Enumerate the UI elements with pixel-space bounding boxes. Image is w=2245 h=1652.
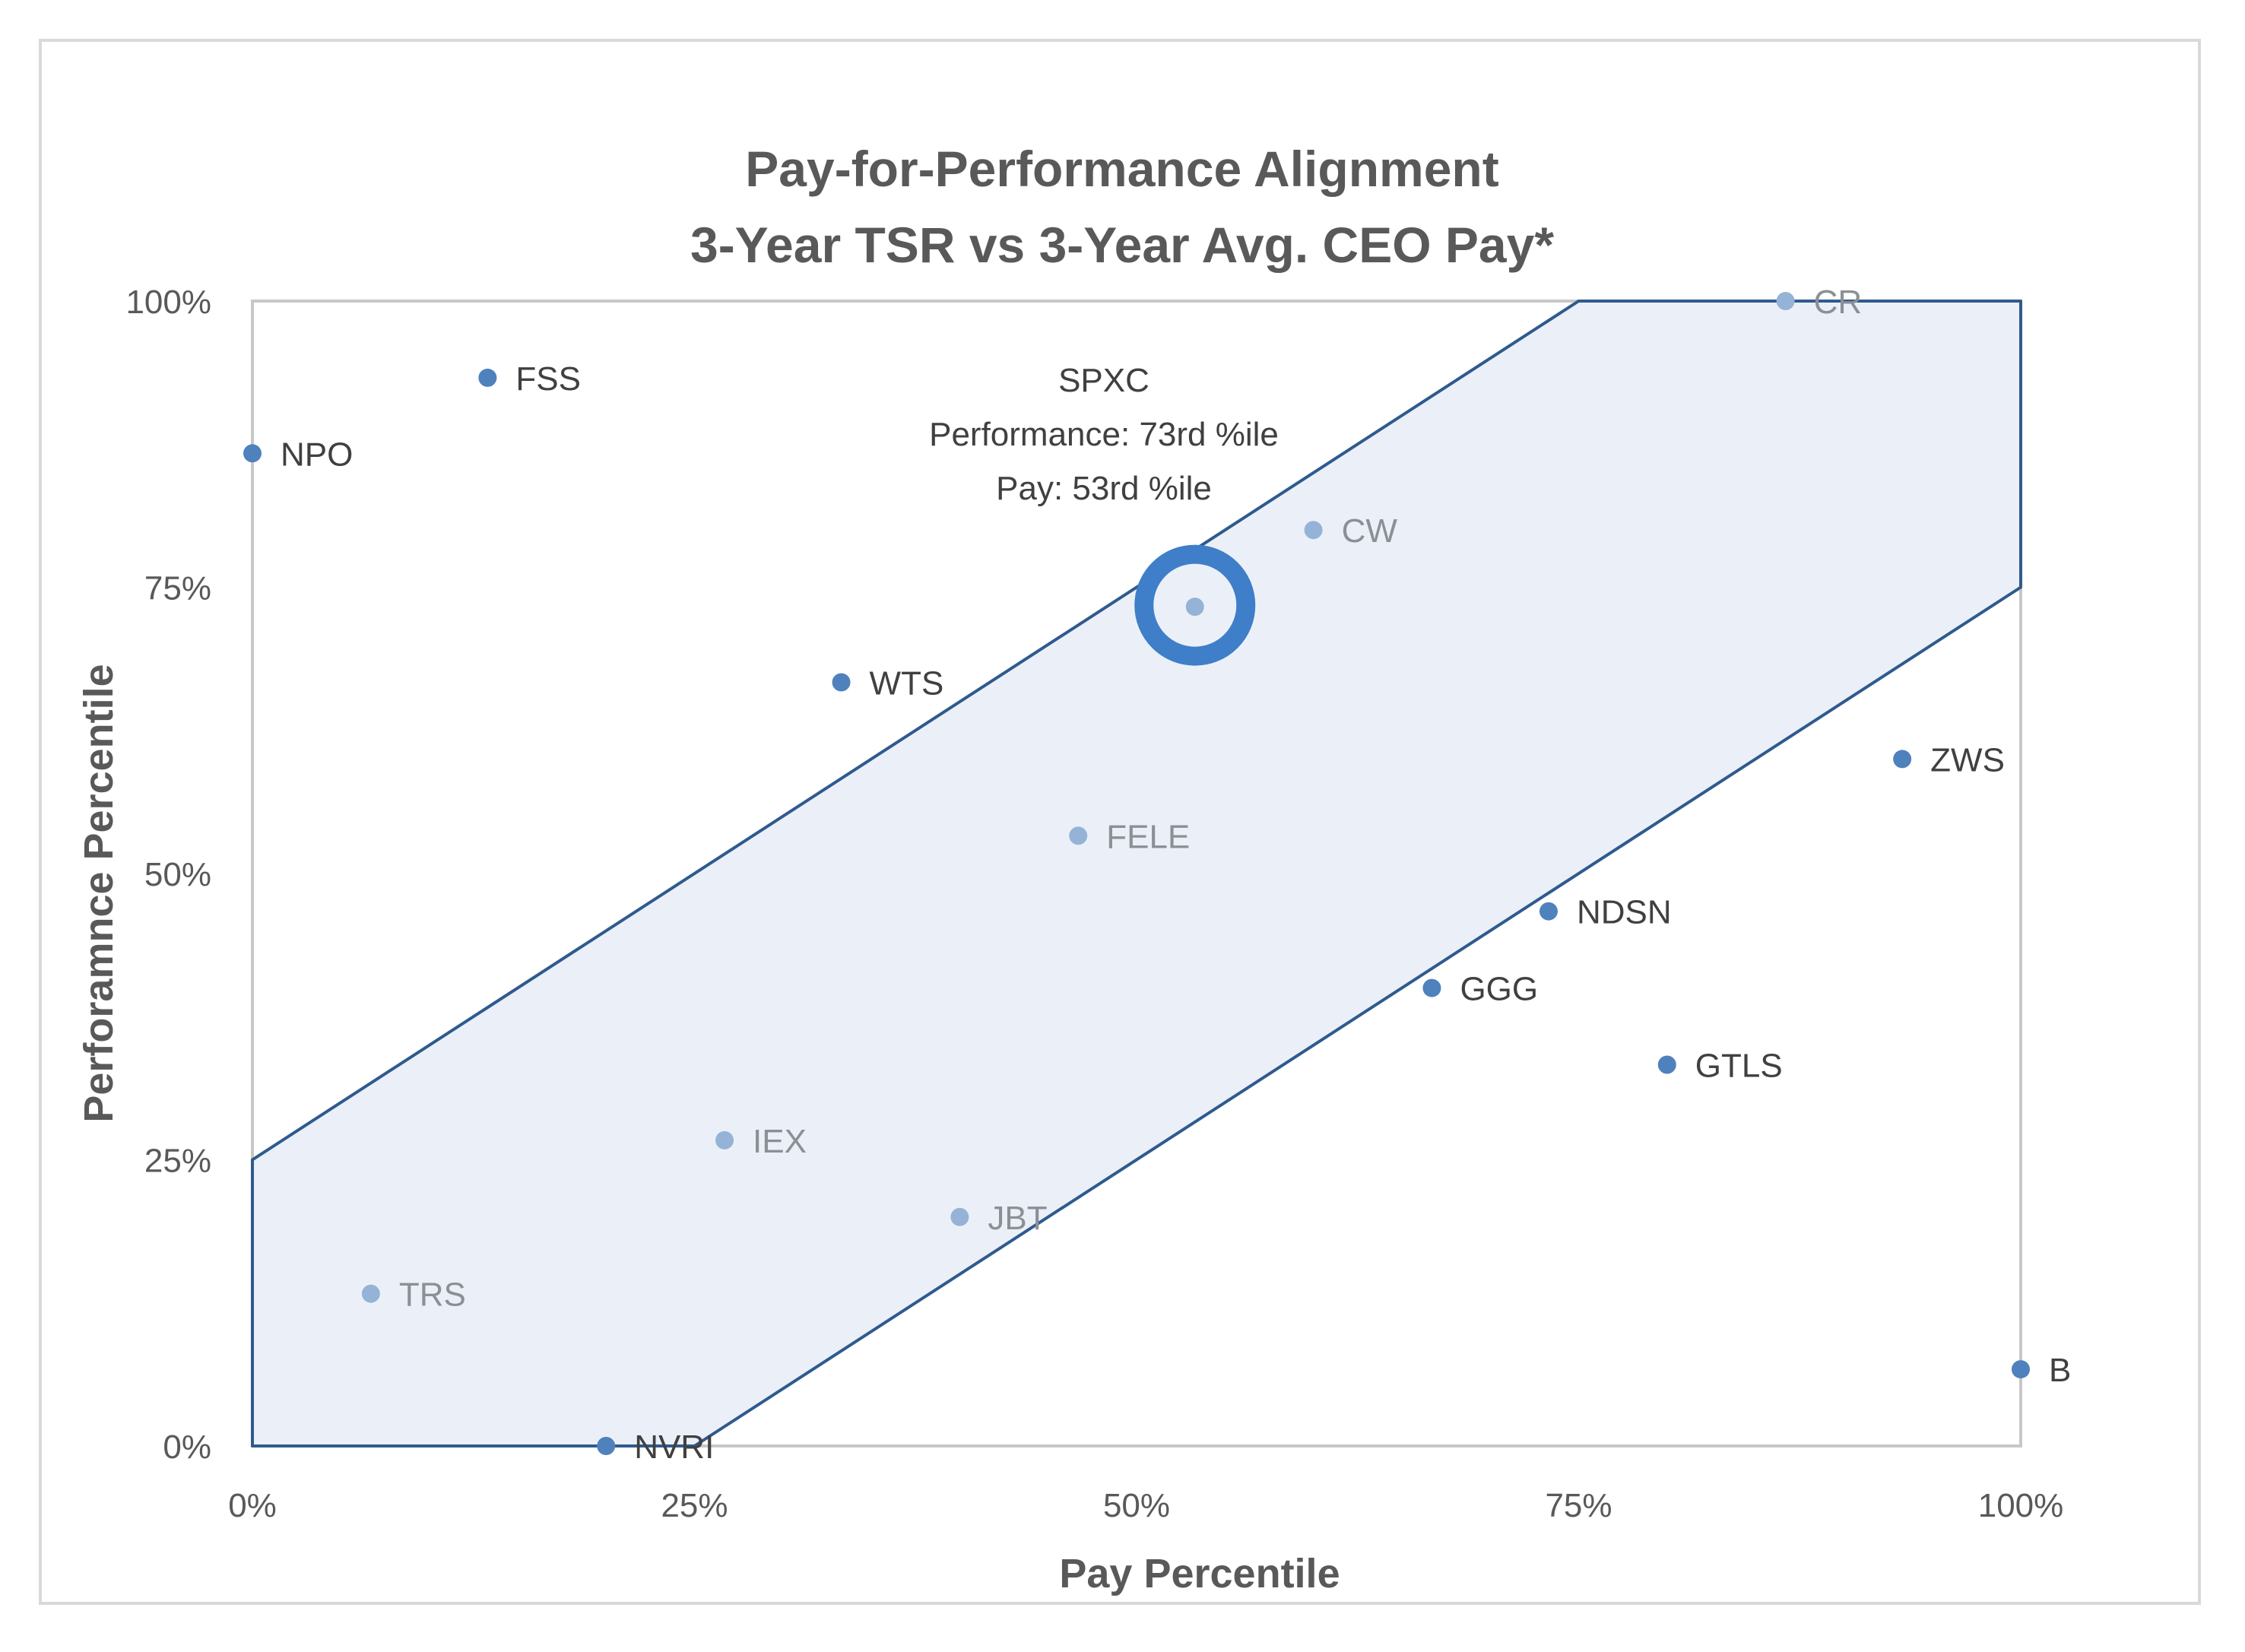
highlight-ring-icon	[1134, 544, 1256, 666]
point-marker-icon	[950, 1207, 969, 1226]
point-marker-icon	[243, 444, 262, 463]
point-marker-icon	[1539, 902, 1558, 921]
point-marker-icon	[478, 368, 497, 387]
point-label: CR	[1814, 284, 1863, 321]
chart-title: Pay-for-Performance Alignment	[745, 141, 1498, 197]
point-label: GTLS	[1695, 1048, 1783, 1085]
data-point: B	[2012, 1352, 2071, 1389]
point-marker-icon	[1657, 1055, 1676, 1074]
point-marker-icon	[1893, 750, 1912, 769]
y-tick-label: 100%	[125, 284, 211, 321]
point-marker-icon	[1069, 826, 1088, 845]
y-axis-title: Perforamnce Percentile	[76, 664, 122, 1122]
callout-company: SPXC	[1058, 362, 1149, 399]
x-tick-label: 100%	[1978, 1487, 2064, 1524]
point-label: WTS	[870, 664, 944, 702]
point-marker-icon	[832, 673, 851, 692]
point-marker-icon	[2012, 1360, 2030, 1379]
plot-area	[251, 300, 2022, 1447]
point-marker-icon	[1776, 292, 1795, 310]
point-marker-icon	[361, 1284, 380, 1303]
data-point: FELE	[1069, 818, 1190, 855]
data-point: JBT	[950, 1200, 1048, 1237]
point-marker-icon	[715, 1130, 734, 1149]
callout-performance: Performance: 73rd %ile	[929, 416, 1279, 453]
x-axis-ticks: 0% 25% 50% 75% 100%	[228, 1487, 2063, 1524]
x-axis-title: Pay Percentile	[1059, 1551, 1340, 1597]
data-point: ZWS	[1893, 741, 2005, 778]
point-label: FSS	[515, 360, 581, 398]
x-tick-label: 0%	[228, 1487, 277, 1524]
point-label: ZWS	[1930, 741, 2005, 778]
callout-pay: Pay: 53rd %ile	[996, 470, 1212, 507]
data-point: NDSN	[1539, 894, 1672, 931]
point-label: GGG	[1460, 971, 1538, 1008]
x-tick-label: 75%	[1545, 1487, 1612, 1524]
point-label: B	[2049, 1352, 2071, 1389]
point-label: TRS	[399, 1276, 466, 1314]
data-point: IEX	[715, 1123, 807, 1160]
point-label: IEX	[753, 1123, 807, 1160]
point-label: FELE	[1106, 818, 1190, 855]
point-label: NPO	[281, 436, 353, 473]
point-marker-icon	[1185, 598, 1204, 617]
data-point: NPO	[243, 436, 353, 473]
data-points: NPO FSS WTS CW CR ZWS FELE NDSN GGG GTLS IEX JBT TRS…	[243, 284, 2071, 1466]
data-point: GTLS	[1657, 1048, 1783, 1085]
point-label: CW	[1342, 512, 1398, 550]
data-point: GGG	[1422, 971, 1538, 1008]
point-label: NVRI	[634, 1428, 714, 1466]
data-point: NVRI	[597, 1428, 714, 1466]
plot-border	[251, 300, 2022, 1447]
point-marker-icon	[597, 1437, 616, 1455]
y-axis-ticks: 0% 25% 50% 75% 100%	[125, 284, 211, 1466]
data-point: CR	[1776, 284, 1863, 321]
point-marker-icon	[1304, 521, 1323, 540]
point-label: JBT	[988, 1200, 1047, 1237]
point-marker-icon	[1422, 978, 1441, 997]
data-point: CW	[1304, 512, 1398, 550]
y-tick-label: 25%	[144, 1143, 211, 1180]
data-point: TRS	[361, 1276, 466, 1314]
x-tick-label: 25%	[661, 1487, 728, 1524]
y-tick-label: 75%	[144, 570, 211, 607]
data-point: WTS	[832, 664, 944, 702]
point-label: NDSN	[1577, 894, 1672, 931]
y-tick-label: 50%	[144, 856, 211, 893]
x-tick-label: 50%	[1103, 1487, 1170, 1524]
alignment-band	[251, 300, 2022, 1447]
data-point: FSS	[478, 360, 581, 398]
data-point	[1185, 598, 1204, 617]
y-tick-label: 0%	[163, 1428, 211, 1466]
chart-subtitle: 3-Year TSR vs 3-Year Avg. CEO Pay*	[690, 217, 1554, 273]
